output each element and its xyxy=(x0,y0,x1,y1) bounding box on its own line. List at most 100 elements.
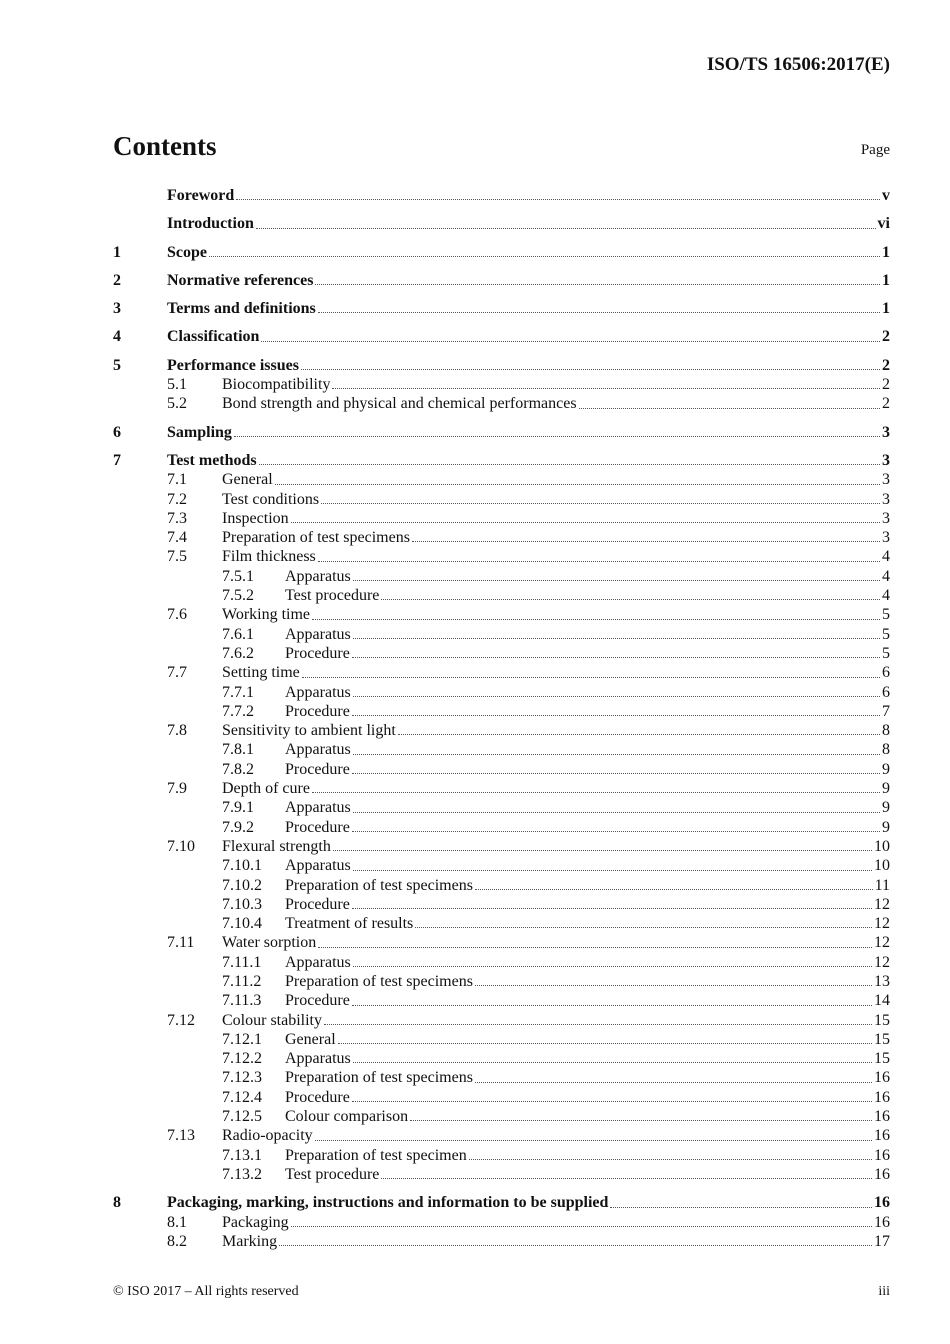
toc-entry[interactable]: 6 Sampling 3 xyxy=(113,423,890,442)
toc-entry-number: 7.7.2 xyxy=(222,702,254,720)
dot-leader xyxy=(290,1225,872,1227)
toc-entry[interactable]: 7.8.2 Procedure 9 xyxy=(113,760,890,779)
toc-entry[interactable]: 7.13.1 Preparation of test specimen 16 xyxy=(113,1146,890,1165)
toc-entry[interactable]: 7.4 Preparation of test specimens 3 xyxy=(113,528,890,547)
toc-entry[interactable]: 7.6.1 Apparatus 5 xyxy=(113,625,890,644)
toc-entry[interactable]: 7.12 Colour stability 15 xyxy=(113,1011,890,1030)
toc-entry[interactable]: 7.11 Water sorption 12 xyxy=(113,933,890,952)
toc-entry[interactable]: 7.11.1 Apparatus 12 xyxy=(113,953,890,972)
toc-entry[interactable]: 5.2 Bond strength and physical and chemic… xyxy=(113,394,890,413)
dot-leader xyxy=(255,227,876,229)
toc-entry-page: 16 xyxy=(874,1194,890,1212)
toc-entry[interactable]: Introduction vi xyxy=(113,214,890,233)
toc-entry[interactable]: 7.10.1 Apparatus 10 xyxy=(113,856,890,875)
toc-entry[interactable]: 7.8.1 Apparatus 8 xyxy=(113,740,890,759)
toc-entry[interactable]: 7.9.2 Procedure 9 xyxy=(113,818,890,837)
toc-entry[interactable]: 8.2 Marking 17 xyxy=(113,1232,890,1251)
dot-leader xyxy=(610,1206,872,1208)
toc-entry-title: Packaging, marking, instructions and inf… xyxy=(167,1194,609,1212)
toc-entry-title: Depth of cure xyxy=(222,780,310,798)
toc-entry[interactable]: 7.8 Sensitivity to ambient light 8 xyxy=(113,721,890,740)
toc-entry[interactable]: 7.5.1 Apparatus 4 xyxy=(113,567,890,586)
toc-entry-title: Sampling xyxy=(167,423,232,441)
toc-entry-title: General xyxy=(285,1030,336,1048)
toc-entry-title: Film thickness xyxy=(222,548,316,566)
toc-entry-title: Colour comparison xyxy=(285,1108,409,1126)
toc-entry-page: 3 xyxy=(882,490,890,508)
toc-entry[interactable]: 7.5 Film thickness 4 xyxy=(113,547,890,566)
toc-entry[interactable]: 7.2 Test conditions 3 xyxy=(113,490,890,509)
toc-entry[interactable]: 7.13 Radio-opacity 16 xyxy=(113,1126,890,1145)
toc-entry[interactable]: 7.11.2 Preparation of test specimens 13 xyxy=(113,972,890,991)
dot-leader xyxy=(352,869,872,871)
toc-entry[interactable]: 8 Packaging, marking, instructions and in… xyxy=(113,1193,890,1212)
toc-entry-number: 7.10.3 xyxy=(222,895,262,913)
toc-entry-page: 5 xyxy=(882,625,890,643)
toc-entry-title: Test procedure xyxy=(285,1165,380,1183)
toc-entry[interactable]: 5.1 Biocompatibility 2 xyxy=(113,375,890,394)
toc-entry[interactable]: 7.10.2 Preparation of test specimens 11 xyxy=(113,876,890,895)
toc-entry[interactable]: 7.6.2 Procedure 5 xyxy=(113,644,890,663)
toc-entry[interactable]: 2 Normative references 1 xyxy=(113,271,890,290)
dot-leader xyxy=(381,1178,872,1180)
toc-entry[interactable]: 7.10.3 Procedure 12 xyxy=(113,895,890,914)
dot-leader xyxy=(301,676,880,678)
toc-entry-title: Treatment of results xyxy=(285,915,414,933)
toc-entry-title: Procedure xyxy=(285,760,350,778)
toc-entry-number: 7.10.2 xyxy=(222,876,262,894)
toc-entry-title: Procedure xyxy=(285,1088,350,1106)
toc-entry[interactable]: 7.10.4 Treatment of results 12 xyxy=(113,914,890,933)
toc-entry[interactable]: 7.10 Flexural strength 10 xyxy=(113,837,890,856)
dot-leader xyxy=(317,312,880,314)
toc-entry[interactable]: Foreword v xyxy=(113,186,890,205)
toc-entry-page: 16 xyxy=(874,1146,890,1164)
toc-entry-page: 12 xyxy=(874,895,890,913)
toc-entry-title: Test conditions xyxy=(222,490,320,508)
toc-entry[interactable]: 3 Terms and definitions 1 xyxy=(113,299,890,318)
toc-entry-title: Apparatus xyxy=(285,799,351,817)
toc-entry[interactable]: 7.12.5 Colour comparison 16 xyxy=(113,1107,890,1126)
toc-entry[interactable]: 5 Performance issues 2 xyxy=(113,356,890,375)
toc-entry[interactable]: 7.6 Working time 5 xyxy=(113,605,890,624)
toc-entry-number: 2 xyxy=(113,271,121,289)
toc-entry-number: 7.8.2 xyxy=(222,760,254,778)
toc-entry[interactable]: 7.13.2 Test procedure 16 xyxy=(113,1165,890,1184)
toc-entry[interactable]: 7.11.3 Procedure 14 xyxy=(113,991,890,1010)
toc-entry-page: 9 xyxy=(882,799,890,817)
dot-leader xyxy=(279,1245,872,1247)
toc-entry-title: Apparatus xyxy=(285,1050,351,1068)
toc-entry[interactable]: 7.9 Depth of cure 9 xyxy=(113,779,890,798)
dot-leader xyxy=(351,1101,872,1103)
toc-entry[interactable]: 1 Scope 1 xyxy=(113,243,890,262)
toc-entry-number: 7.12.2 xyxy=(222,1050,262,1068)
toc-entry[interactable]: 7.12.3 Preparation of test specimens 16 xyxy=(113,1068,890,1087)
toc-entry[interactable]: 8.1 Packaging 16 xyxy=(113,1213,890,1232)
toc-entry-number: 7.5.2 xyxy=(222,587,254,605)
toc-entry-page: 1 xyxy=(882,300,890,318)
toc-entry[interactable]: 7.3 Inspection 3 xyxy=(113,509,890,528)
dot-leader xyxy=(411,541,880,543)
toc-entry[interactable]: 7 Test methods 3 xyxy=(113,451,890,470)
toc-entry-page: 6 xyxy=(882,664,890,682)
toc-entry[interactable]: 7.1 General 3 xyxy=(113,470,890,489)
toc-entry[interactable]: 7.12.4 Procedure 16 xyxy=(113,1088,890,1107)
toc-entry-number: 7.13.1 xyxy=(222,1146,262,1164)
toc-entry[interactable]: 7.12.2 Apparatus 15 xyxy=(113,1049,890,1068)
toc-entry-page: 12 xyxy=(874,934,890,952)
dot-leader xyxy=(474,1081,872,1083)
toc-entry-page: 13 xyxy=(874,972,890,990)
dot-leader xyxy=(324,1023,872,1025)
toc-entry[interactable]: 7.9.1 Apparatus 9 xyxy=(113,798,890,817)
toc-entry[interactable]: 7.5.2 Test procedure 4 xyxy=(113,586,890,605)
toc-entry[interactable]: 4 Classification 2 xyxy=(113,327,890,346)
toc-entry[interactable]: 7.7.1 Apparatus 6 xyxy=(113,683,890,702)
toc-entry-page: 2 xyxy=(882,395,890,413)
toc-entry[interactable]: 7.12.1 General 15 xyxy=(113,1030,890,1049)
toc-entry[interactable]: 7.7.2 Procedure 7 xyxy=(113,702,890,721)
toc-entry-title: Preparation of test specimens xyxy=(285,1069,473,1087)
toc-entry-page: 9 xyxy=(882,780,890,798)
toc-entry[interactable]: 7.7 Setting time 6 xyxy=(113,663,890,682)
toc-entry-title: Procedure xyxy=(285,702,350,720)
toc-entry-page: 16 xyxy=(874,1069,890,1087)
page-number: iii xyxy=(878,1284,890,1299)
